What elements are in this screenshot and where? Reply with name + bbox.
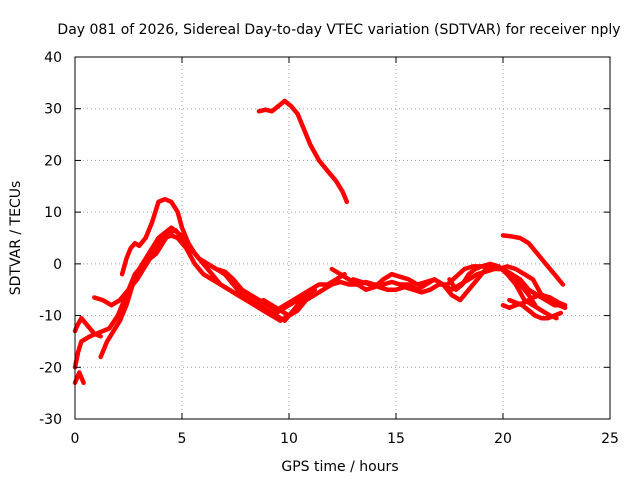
data-series xyxy=(72,98,568,386)
series-line-arc-11 xyxy=(447,261,559,321)
y-tick-label: 30 xyxy=(44,102,62,118)
series-line-arc-10 xyxy=(350,264,568,311)
y-tick-label: -20 xyxy=(39,360,62,376)
series-line-arc-7 xyxy=(256,98,350,205)
y-tick-label: 20 xyxy=(44,153,62,169)
series-line-arc-14 xyxy=(507,297,564,321)
y-tick-label: -30 xyxy=(39,412,62,428)
y-tick-label: 10 xyxy=(44,205,62,221)
y-tick-label: 40 xyxy=(44,50,62,66)
x-tick-label: 20 xyxy=(494,431,512,447)
x-tick-label: 0 xyxy=(71,431,80,447)
y-tick-label: -10 xyxy=(39,309,62,325)
series-line-arc-12 xyxy=(500,233,566,287)
x-axis-label: GPS time / hours xyxy=(281,459,398,475)
series-line-arc-6 xyxy=(92,227,347,313)
x-tick-label: 5 xyxy=(178,431,187,447)
series-line-arc-13 xyxy=(500,292,568,311)
y-tick-label: 0 xyxy=(53,257,62,273)
x-tick-label: 10 xyxy=(280,431,298,447)
plot-frame xyxy=(74,56,611,420)
x-tick-label: 25 xyxy=(601,431,619,447)
y-axis-label: SDTVAR / TECUs xyxy=(8,181,24,296)
x-tick-label: 15 xyxy=(387,431,405,447)
series-line-arc-3 xyxy=(72,370,86,386)
chart-title: Day 081 of 2026, Sidereal Day-to-day VTE… xyxy=(57,22,620,38)
axis-ticks: 0 5 10 15 20 25 -30 -20 -10 0 10 20 30 40 xyxy=(39,50,619,447)
